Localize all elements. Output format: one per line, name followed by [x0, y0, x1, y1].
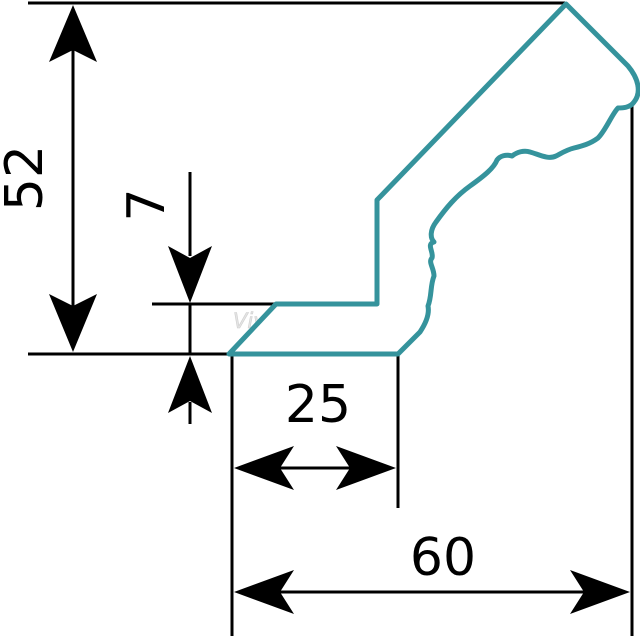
arrowhead-right-icon — [570, 570, 630, 614]
dimension-label-7: 7 — [117, 188, 177, 221]
dimension-7: 7 — [117, 172, 212, 424]
dimension-52: 52 — [0, 5, 97, 352]
arrowhead-left-icon — [234, 446, 294, 490]
dimension-60: 60 — [234, 528, 630, 614]
arrowhead-down-icon — [168, 246, 212, 303]
arrowhead-left-icon — [234, 570, 294, 614]
arrowhead-up-icon — [49, 5, 97, 62]
arrowhead-up-icon — [168, 356, 212, 413]
dimension-label-52: 52 — [0, 145, 55, 211]
molding-profile-outline — [226, 1, 640, 357]
dimension-25: 25 — [234, 375, 396, 490]
dimension-label-25: 25 — [285, 375, 351, 435]
dimension-label-60: 60 — [410, 528, 476, 588]
arrowhead-down-icon — [49, 294, 97, 352]
arrowhead-right-icon — [336, 446, 396, 490]
